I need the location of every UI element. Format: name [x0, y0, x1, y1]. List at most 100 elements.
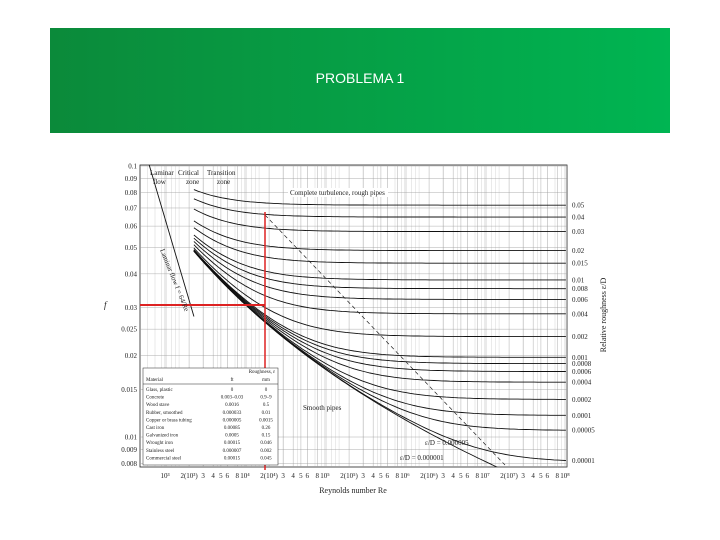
x-tick-label: 3 — [281, 472, 285, 480]
table-cell: Cast iron — [146, 426, 165, 431]
table-cell: 0.00015 — [224, 456, 241, 461]
zone-label: Transition — [207, 169, 236, 177]
y2-tick-label: 0.0006 — [572, 368, 592, 376]
rough-boundary — [264, 214, 506, 466]
y2-tick-label: 0.04 — [572, 214, 585, 222]
annotation: Complete turbulence, rough pipes — [290, 189, 385, 197]
y2-tick-label: 0.015 — [572, 260, 588, 268]
table-cell: 0.046 — [260, 441, 272, 446]
y-tick-label: 0.025 — [121, 326, 137, 334]
roughness-curve — [193, 227, 566, 264]
x-tick-label: 10⁸ — [560, 472, 570, 480]
table-cell: Concrete — [146, 396, 165, 401]
annotation: ε/D = 0.000005 — [425, 439, 469, 447]
table-caption: Roughness, ε — [249, 370, 276, 375]
roughness-curve — [193, 198, 566, 218]
x-tick-label: 2(10⁷) — [500, 472, 518, 480]
y2-tick-label: 0.004 — [572, 310, 588, 318]
table-cell: Stainless steel — [146, 449, 175, 454]
zone-label: Laminar — [150, 169, 174, 177]
table-cell: 0.0015 — [259, 418, 273, 423]
x-tick-label: 5 — [459, 472, 463, 480]
y-tick-label: 0.04 — [125, 270, 138, 278]
x-tick-label: 10⁷ — [480, 472, 490, 480]
x-tick-label: 6 — [546, 472, 550, 480]
roughness-curve — [193, 189, 566, 206]
annotation: ε/D = 0.000001 — [400, 454, 444, 462]
y-tick-label: 0.06 — [125, 223, 138, 231]
y2-tick-label: 0.0004 — [572, 379, 592, 387]
table-cell: 0.15 — [262, 434, 271, 439]
table-cell: 0.01 — [262, 411, 271, 416]
roughness-curve — [193, 250, 566, 372]
y-tick-label: 0.015 — [121, 386, 137, 394]
x-tick-label: 10³ — [160, 472, 169, 480]
x-tick-label: 5 — [219, 472, 223, 480]
x-tick-label: 4 — [211, 472, 215, 480]
header-banner: PROBLEMA 1 — [50, 28, 670, 133]
x-tick-label: 3 — [201, 472, 205, 480]
y2-tick-label: 0.0008 — [572, 360, 592, 368]
y2-tick-label: 0.002 — [572, 333, 588, 341]
y2-tick-label: 0.00001 — [572, 457, 595, 465]
roughness-curve — [193, 250, 566, 383]
roughness-curve — [193, 250, 566, 400]
roughness-curve — [193, 249, 566, 358]
x-tick-label: 3 — [521, 472, 525, 480]
y-tick-label: 0.08 — [125, 189, 138, 197]
zone-label: flow — [153, 178, 167, 186]
table-header: ft — [230, 378, 234, 383]
x-tick-label: 8 — [315, 472, 319, 480]
y-tick-label: 0.008 — [121, 460, 137, 468]
x-tick-label: 10⁶ — [400, 472, 410, 480]
y-tick-label: 0.07 — [125, 204, 138, 212]
table-cell: Rubber, smoothed — [146, 411, 183, 416]
y-tick-label: 0.1 — [128, 163, 137, 171]
x-tick-label: 2(10⁶) — [420, 472, 438, 480]
roughness-curve — [193, 247, 566, 338]
table-cell: 0.000007 — [223, 449, 242, 454]
x-tick-label: 6 — [386, 472, 390, 480]
y-tick-label: 0.01 — [125, 434, 138, 442]
smooth-curve — [193, 250, 498, 467]
x-axis-label: Reynolds number Re — [319, 486, 387, 495]
x-tick-label: 5 — [379, 472, 383, 480]
x-tick-label: 2(10⁵) — [340, 472, 358, 480]
y2-tick-label: 0.001 — [572, 354, 588, 362]
x-tick-label: 2(10³) — [180, 472, 198, 480]
table-cell: 0.00015 — [224, 441, 241, 446]
x-tick-label: 6 — [466, 472, 470, 480]
table-cell: Wood stave — [146, 403, 170, 408]
table-cell: 0.5 — [263, 403, 270, 408]
y2-axis-label: Relative roughness ε/D — [599, 278, 608, 353]
x-tick-label: 4 — [451, 472, 455, 480]
table-header: Material — [146, 378, 164, 383]
laminar-curve — [148, 165, 195, 317]
table-cell: 0.002 — [260, 449, 272, 454]
y2-tick-label: 0.0002 — [572, 396, 592, 404]
x-tick-label: 2(10⁴) — [260, 472, 278, 480]
table-cell: 0.9–9 — [260, 396, 272, 401]
label-bg — [288, 188, 388, 197]
x-tick-label: 5 — [299, 472, 303, 480]
x-tick-label: 5 — [539, 472, 543, 480]
plot-area — [139, 164, 568, 468]
zone-label: zone — [217, 178, 230, 186]
y2-tick-label: 0.008 — [572, 285, 588, 293]
y-tick-label: 0.009 — [121, 446, 137, 454]
y2-tick-label: 0.01 — [572, 276, 585, 284]
table-cell: Galvanized iron — [146, 434, 179, 439]
slide-title: PROBLEMA 1 — [315, 70, 405, 86]
table-header: mm — [262, 378, 270, 383]
x-tick-label: 8 — [475, 472, 479, 480]
x-tick-label: 4 — [291, 472, 295, 480]
x-tick-label: 8 — [555, 472, 559, 480]
y2-tick-label: 0.05 — [572, 202, 585, 210]
y2-tick-label: 0.02 — [572, 247, 585, 255]
x-tick-label: 6 — [226, 472, 230, 480]
y-tick-label: 0.03 — [125, 304, 138, 312]
x-tick-label: 10⁴ — [240, 472, 250, 480]
table-cell: 0.0016 — [225, 403, 239, 408]
roughness-curve — [193, 220, 566, 252]
